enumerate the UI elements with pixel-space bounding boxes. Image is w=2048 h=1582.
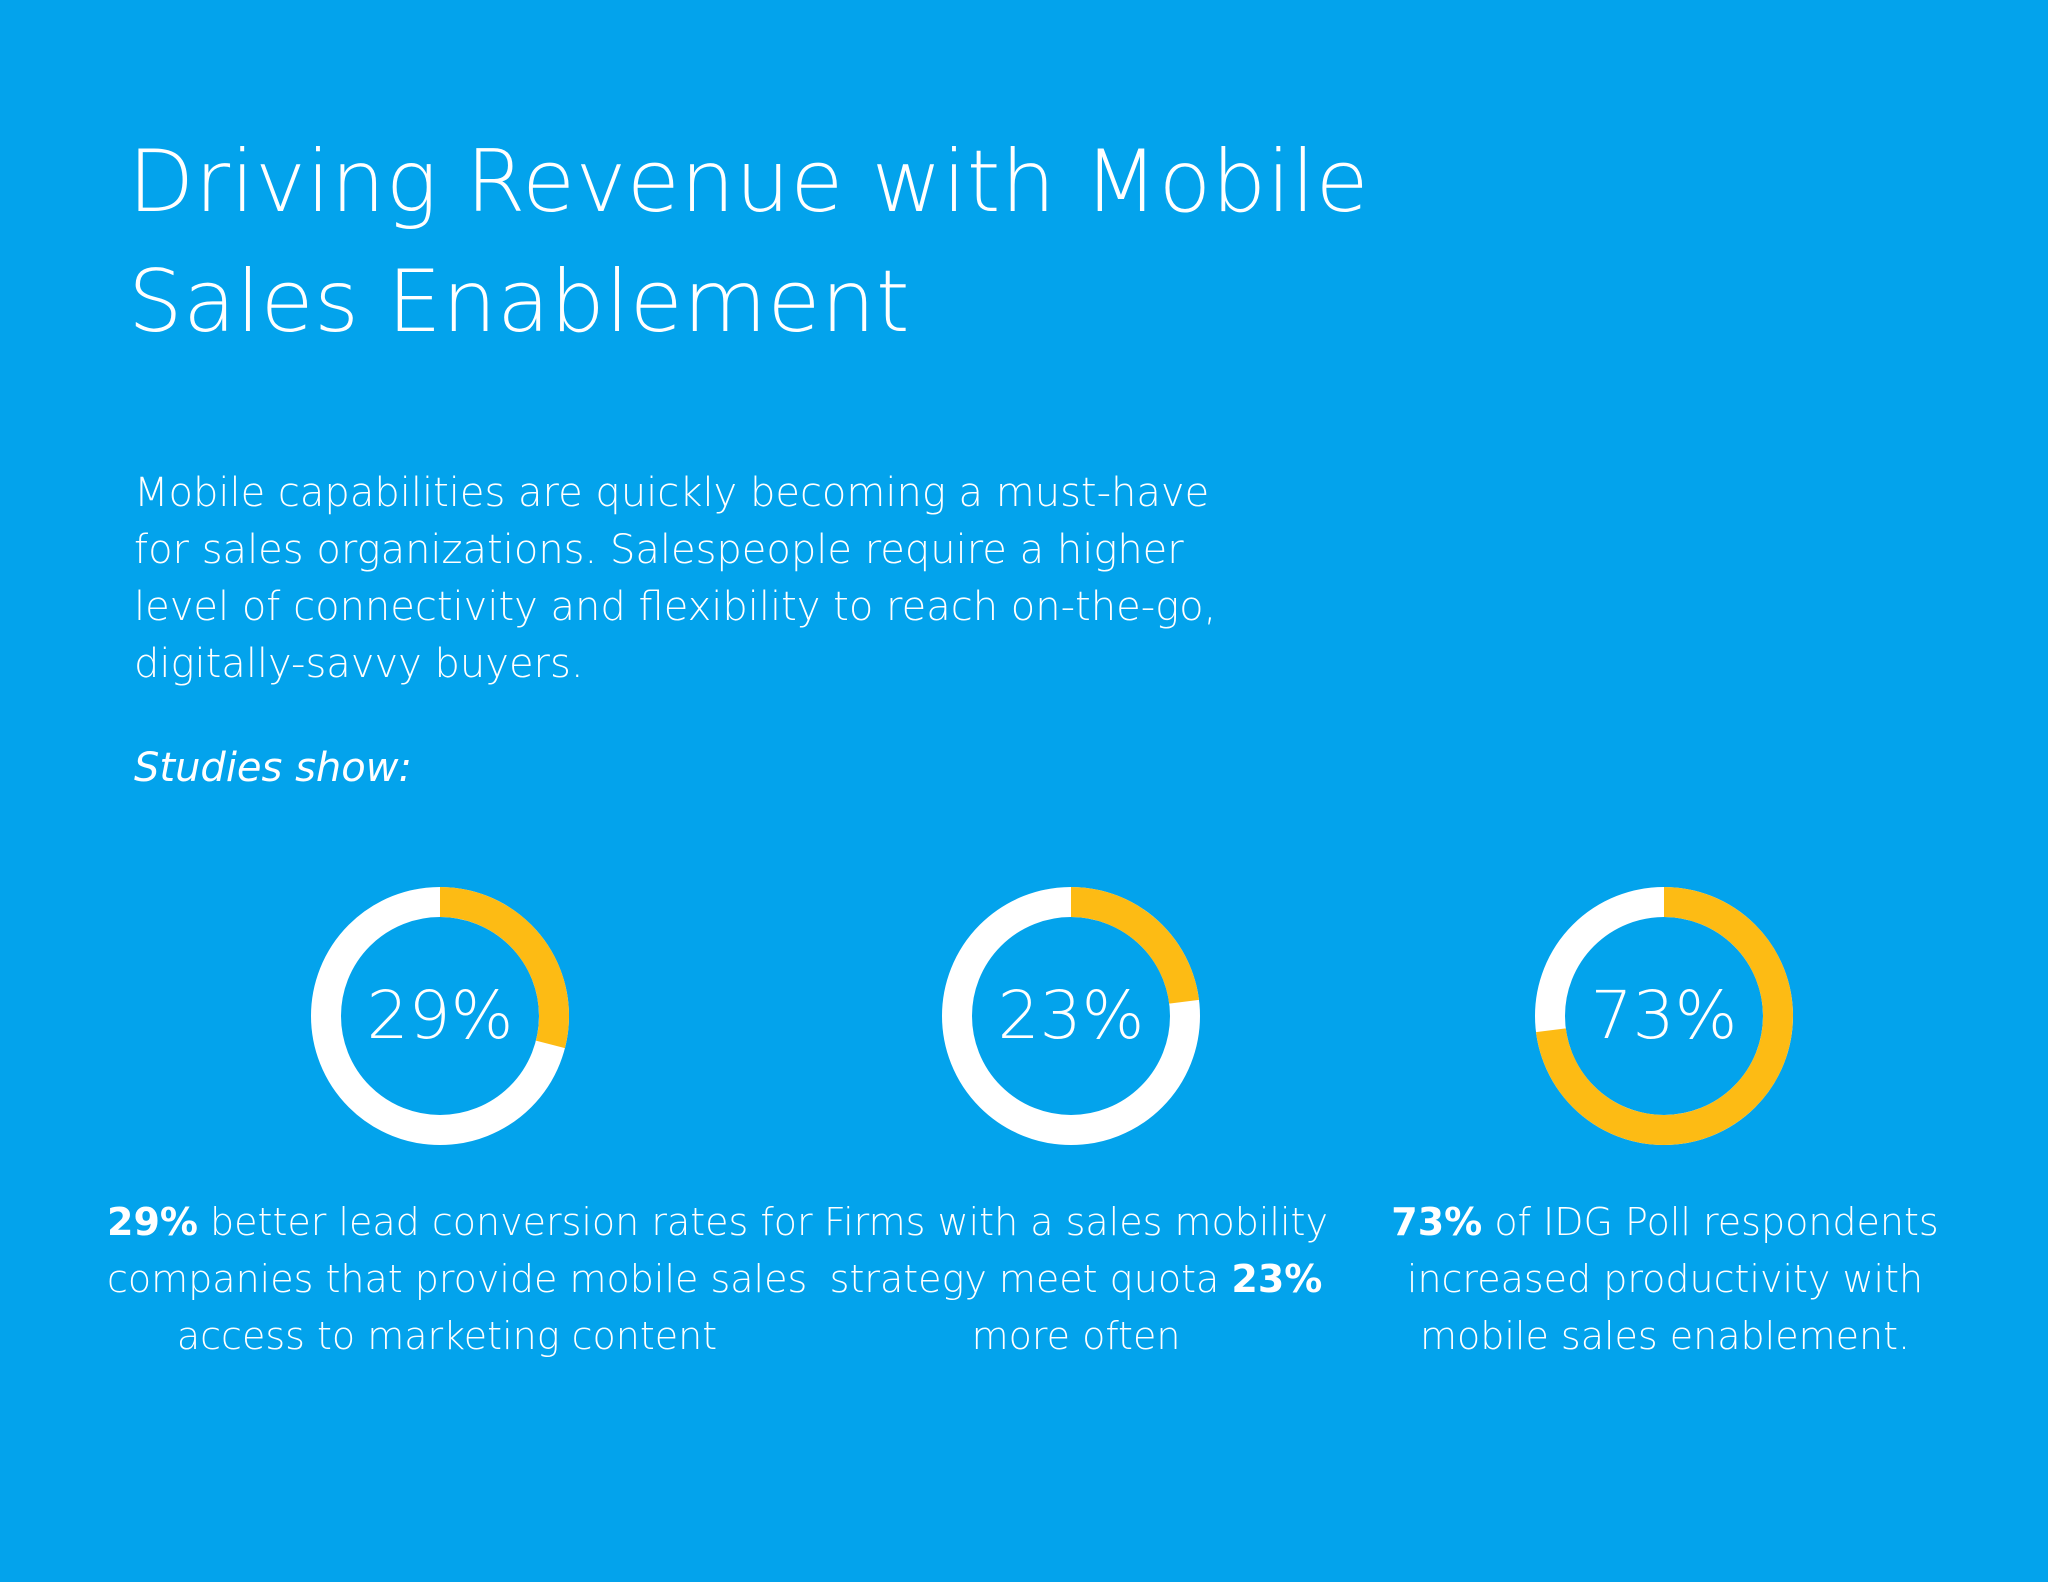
intro-line: for sales organizations. Salespeople req…: [134, 527, 1184, 573]
caption-line: mobile sales enablement.: [1325, 1308, 2005, 1365]
caption-text: more often: [971, 1314, 1181, 1358]
donut-value-label: 29%: [366, 977, 514, 1054]
caption-text: mobile sales enablement.: [1419, 1314, 1911, 1358]
caption-text: Firms with a sales mobility: [824, 1200, 1328, 1244]
donut-chart-svg: [311, 887, 569, 1145]
title-line: Driving Revenue with Mobile: [128, 132, 1369, 232]
donut-chart-lead-conversion: 29%: [310, 886, 570, 1146]
caption-line: more often: [736, 1308, 1416, 1365]
intro-line: Mobile capabilities are quickly becoming…: [134, 470, 1210, 516]
caption-text: of IDG Poll respondents: [1482, 1200, 1939, 1244]
caption-line: access to marketing content: [107, 1308, 787, 1365]
caption-line: 73% of IDG Poll respondents: [1325, 1194, 2005, 1251]
caption-text: companies that provide mobile sales: [107, 1257, 808, 1301]
stat-caption-lead-conversion: 29% better lead conversion rates for comp…: [107, 1194, 813, 1365]
caption-highlight: 73%: [1391, 1200, 1483, 1244]
donut-chart-quota: 23%: [941, 886, 1201, 1146]
donut-value-arc: [1070, 887, 1199, 1005]
caption-text: better lead conversion rates for: [197, 1200, 813, 1244]
studies-label: Studies show:: [134, 745, 412, 791]
donut-value-label: 73%: [1590, 977, 1738, 1054]
donut-chart-svg: [1535, 887, 1793, 1145]
title-line: Sales Enablement: [128, 252, 911, 352]
intro-line: digitally-savvy buyers.: [134, 641, 584, 687]
caption-line: strategy meet quota 23%: [736, 1251, 1416, 1308]
caption-highlight: 29%: [107, 1200, 198, 1244]
donut-chart-productivity: 73%: [1534, 886, 1794, 1146]
caption-highlight: 23%: [1231, 1257, 1323, 1301]
caption-line: increased productivity with: [1325, 1251, 2005, 1308]
intro-line: level of connectivity and flexibility to…: [134, 584, 1217, 630]
caption-line: companies that provide mobile sales: [107, 1251, 807, 1308]
stat-caption-quota: Firms with a sales mobility strategy meet…: [736, 1194, 1416, 1365]
caption-text: strategy meet quota: [829, 1257, 1232, 1301]
page-title: Driving Revenue with Mobile Sales Enable…: [128, 122, 1428, 362]
donut-chart-svg: [942, 887, 1200, 1145]
donut-value-label: 23%: [997, 977, 1145, 1054]
caption-text: increased productivity with: [1406, 1257, 1924, 1301]
caption-line: 29% better lead conversion rates for: [107, 1194, 813, 1251]
caption-text: access to marketing content: [176, 1314, 718, 1358]
donut-value-arc: [1536, 887, 1793, 1145]
donut-value-arc: [439, 887, 569, 1049]
intro-paragraph: Mobile capabilities are quickly becoming…: [134, 465, 1234, 693]
caption-line: Firms with a sales mobility: [736, 1194, 1416, 1251]
stat-caption-productivity: 73% of IDG Poll respondents increased pro…: [1325, 1194, 2005, 1365]
